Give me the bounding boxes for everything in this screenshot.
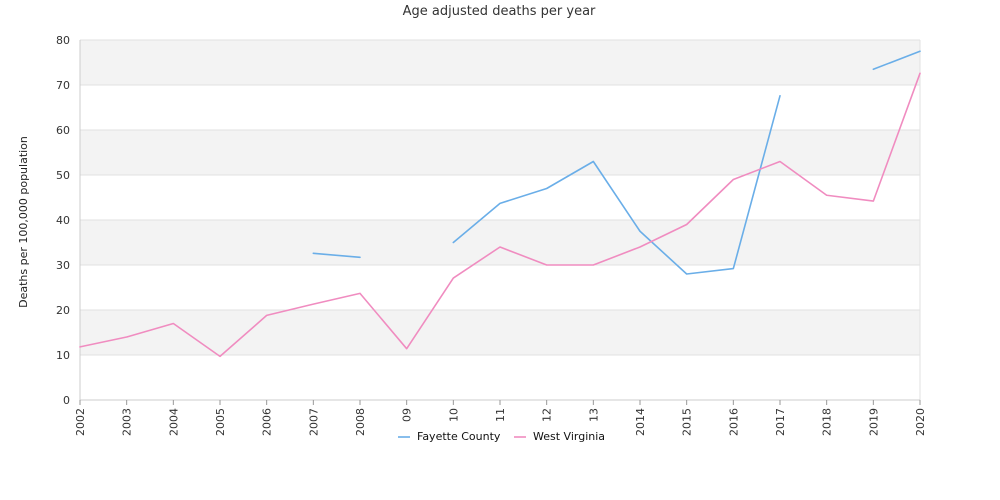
legend-label: West Virginia (533, 430, 605, 443)
grid-band (80, 85, 920, 130)
y-tick-label: 40 (56, 214, 70, 227)
x-tick-label: 2020 (914, 408, 927, 436)
x-tick-label: 2014 (634, 408, 647, 436)
series-lines (79, 50, 921, 358)
y-tick-label: 30 (56, 259, 70, 272)
grid-band (80, 265, 920, 310)
y-tick-label: 20 (56, 304, 70, 317)
x-tick-label: 10 (447, 408, 460, 422)
x-tick-label: 09 (401, 408, 414, 422)
y-axis-ticks: 0 10 20 30 40 50 60 70 80 (56, 34, 70, 407)
grid-band (80, 130, 920, 175)
x-axis-ticks: 2002 2003 2004 2005 2006 2007 2008 09 10 11 12 13 20… (74, 400, 927, 436)
series-line-segment (452, 95, 781, 275)
y-tick-label: 80 (56, 34, 70, 47)
grid-bands (80, 40, 920, 400)
grid-band (80, 220, 920, 265)
x-tick-label: 2005 (214, 408, 227, 436)
x-tick-label: 12 (541, 408, 554, 422)
series-line-segment (312, 252, 361, 259)
x-tick-label: 11 (494, 408, 507, 422)
y-axis-title: Deaths per 100,000 population (17, 136, 30, 308)
legend-label: Fayette County (417, 430, 501, 443)
series-fayette-county (312, 50, 921, 275)
series-line-segment (872, 50, 921, 71)
x-tick-label: 2019 (867, 408, 880, 436)
y-tick-label: 10 (56, 349, 70, 362)
series-west-virginia (79, 72, 921, 358)
y-tick-label: 70 (56, 79, 70, 92)
x-tick-label: 2006 (261, 408, 274, 436)
y-tick-label: 0 (63, 394, 70, 407)
x-tick-label: 2017 (774, 408, 787, 436)
y-tick-label: 60 (56, 124, 70, 137)
x-tick-label: 2002 (74, 408, 87, 436)
x-tick-label: 2007 (307, 408, 320, 436)
x-tick-label: 13 (587, 408, 600, 422)
y-tick-label: 50 (56, 169, 70, 182)
grid-band (80, 175, 920, 220)
series-line-segment (79, 72, 921, 358)
legend: Fayette County West Virginia (398, 430, 605, 443)
chart-title: Age adjusted deaths per year (403, 4, 596, 19)
grid-band (80, 40, 920, 85)
x-tick-label: 2018 (821, 408, 834, 436)
x-tick-label: 2015 (681, 408, 694, 436)
x-tick-label: 2003 (121, 408, 134, 436)
grid-band (80, 355, 920, 400)
grid-band (80, 310, 920, 355)
x-tick-label: 2008 (354, 408, 367, 436)
x-tick-label: 2016 (727, 408, 740, 436)
x-tick-label: 2004 (167, 408, 180, 436)
